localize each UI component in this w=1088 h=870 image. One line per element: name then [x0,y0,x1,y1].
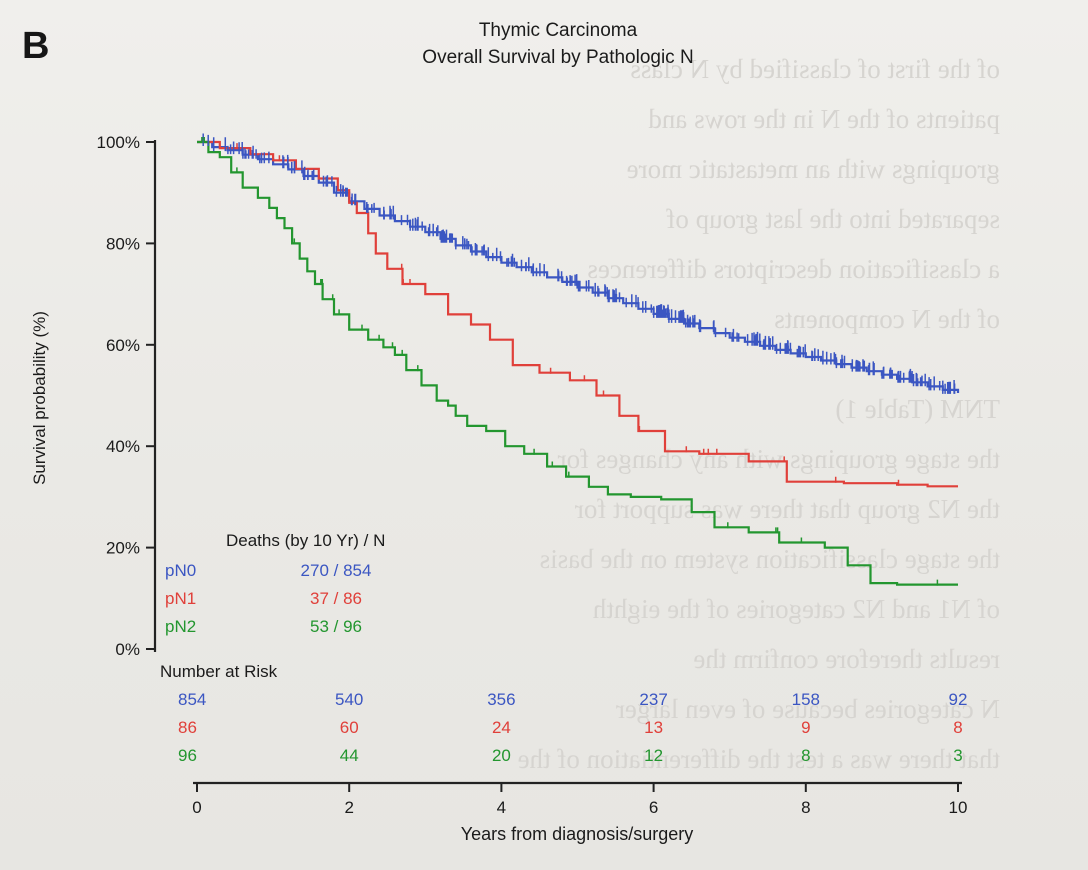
censor-pn1 [236,143,900,486]
censor-pn2 [201,137,939,586]
risk-pn0-t10: 92 [949,690,968,709]
risk-pn1-t0: 86 [178,718,197,737]
risk-pn0-t8: 158 [792,690,820,709]
censor-pn0 [202,133,956,394]
deaths-value-pn0: 270 / 854 [301,561,372,580]
risk-pn1-t6: 13 [644,718,663,737]
number-at-risk-table: Number at Risk 854 540 356 237 158 92 86 60 24 13 9… [160,662,967,765]
x-tick-label: 10 [949,798,968,817]
bleed-through-text: of the first of classified by N class pa… [518,54,1000,774]
axes: 0%20%40%60%80%100%0 2 4 6 8 10 [97,133,968,817]
svg-text:the N2 group that there was su: the N2 group that there was support for [575,494,1000,524]
y-tick-label: 0% [115,640,140,659]
svg-text:N categories because of even l: N categories because of even larger [616,694,1000,724]
risk-pn2-t8: 8 [801,746,810,765]
x-tick-label: 0 [192,798,201,817]
number-at-risk-header: Number at Risk [160,662,278,681]
x-axis-label: Years from diagnosis/surgery [461,824,693,844]
deaths-table: Deaths (by 10 Yr) / N pN0 270 / 854 pN1 37 /… [165,531,385,636]
y-axis-label: Survival probability (%) [30,311,49,485]
y-tick-label: 80% [106,234,140,253]
deaths-value-pn2: 53 / 96 [310,617,362,636]
deaths-label-pn1: pN1 [165,589,196,608]
risk-pn1-t10: 8 [953,718,962,737]
deaths-value-pn1: 37 / 86 [310,589,362,608]
svg-text:separated into the last group: separated into the last group of [666,204,1000,234]
censor-marks [201,133,956,586]
svg-text:of the N components: of the N components [774,304,1000,334]
curve-pn1 [197,140,958,488]
svg-text:patients of the N in the rows: patients of the N in the rows and [648,104,1000,134]
chart-title: Thymic Carcinoma [479,20,638,41]
svg-text:TNM (Table 1): TNM (Table 1) [835,394,1000,424]
svg-text:the stage groupings with any c: the stage groupings with any changes for [558,444,1000,474]
risk-pn0-t2: 540 [335,690,363,709]
y-tick-label: 20% [106,539,140,558]
deaths-label-pn2: pN2 [165,617,196,636]
risk-pn2-t4: 20 [492,746,511,765]
curve-pn2 [197,140,958,586]
y-tick-label: 60% [106,336,140,355]
x-tick-label: 2 [344,798,353,817]
panel-label: B [22,25,49,67]
risk-pn1-t2: 60 [340,718,359,737]
risk-pn0-t4: 356 [487,690,515,709]
svg-text:that there was a test the diff: that there was a test the differentiatio… [518,744,1000,774]
x-tick-label: 8 [801,798,810,817]
svg-text:of N1 and N2 categories of the: of N1 and N2 categories of the eighth [592,594,1000,624]
svg-text:the stage classification syste: the stage classification system on the b… [540,544,1000,574]
x-tick-label: 4 [497,798,506,817]
risk-pn2-t10: 3 [953,746,962,765]
deaths-label-pn0: pN0 [165,561,196,580]
svg-text:groupings with an metastatic m: groupings with an metastatic more [627,154,1000,184]
deaths-table-header: Deaths (by 10 Yr) / N [226,531,385,550]
svg-text:of the first of classified by: of the first of classified by N class [630,54,1000,84]
risk-pn1-t8: 9 [801,718,810,737]
x-tick-label: 6 [649,798,658,817]
svg-text:a classification descriptors d: a classification descriptors differences [587,254,1000,284]
y-tick-label: 40% [106,437,140,456]
chart-subtitle: Overall Survival by Pathologic N [422,47,693,68]
y-tick-label: 100% [97,133,140,152]
risk-pn2-t2: 44 [340,746,359,765]
risk-pn2-t0: 96 [178,746,197,765]
risk-pn1-t4: 24 [492,718,511,737]
risk-pn2-t6: 12 [644,746,663,765]
svg-text:results therefore confirm the: results therefore confirm the [693,644,1000,674]
risk-pn0-t0: 854 [178,690,206,709]
risk-pn0-t6: 237 [639,690,667,709]
